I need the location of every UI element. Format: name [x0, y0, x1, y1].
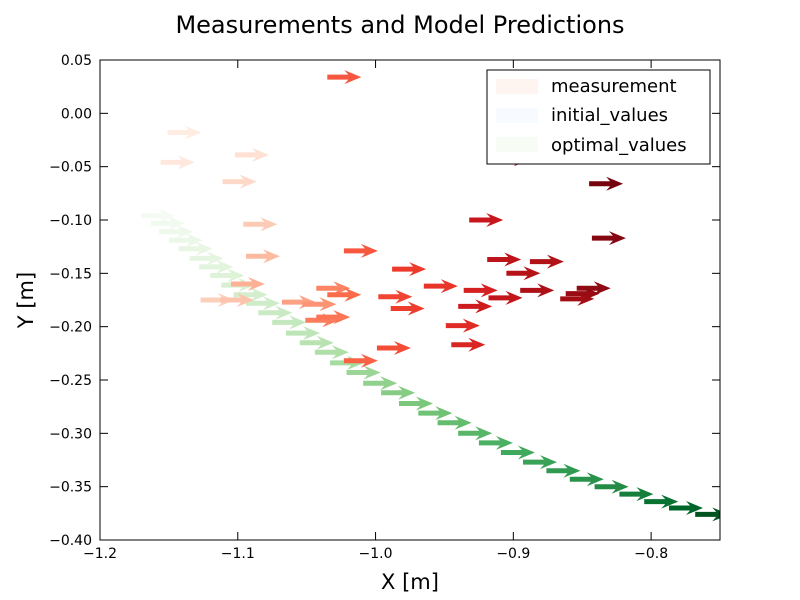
optimal-values-arrow — [199, 259, 234, 274]
legend-swatch-initial-values — [496, 108, 538, 123]
y-tick-label: −0.25 — [49, 373, 92, 389]
optimal-values-arrow — [141, 208, 176, 223]
plot-frame — [99, 59, 721, 541]
x-axis: −1.2 −1.1 −1.0 −0.9 −0.8 — [83, 60, 668, 562]
legend-swatch-optimal-values — [496, 137, 538, 152]
optimal-values-arrow — [458, 426, 493, 441]
optimal-values-arrow — [246, 296, 280, 311]
measurement-arrow — [591, 231, 626, 246]
measurement-arrow — [230, 277, 265, 291]
measurement-arrow — [302, 297, 337, 312]
measurement-arrow — [589, 176, 624, 191]
optimal-values-arrow — [546, 463, 581, 478]
x-tick-label: −1.0 — [359, 546, 393, 562]
y-tick-label: −0.35 — [49, 480, 92, 496]
optimal-values-arrow — [399, 396, 433, 411]
measurement-arrow — [469, 213, 504, 227]
x-tick-label: −0.8 — [634, 546, 668, 562]
measurement-arrow — [487, 252, 522, 267]
measurement-arrow — [378, 289, 413, 304]
measurement-arrow — [235, 147, 269, 162]
optimal-values-arrow — [272, 315, 307, 330]
measurement-arrow — [506, 266, 541, 281]
y-tick-label: −0.05 — [49, 160, 92, 176]
measurement-arrow — [219, 293, 254, 307]
measurement-arrow — [458, 299, 493, 314]
measurement-arrow — [445, 318, 480, 333]
optimal-values-arrow — [381, 385, 416, 400]
optimal-values-arrow — [437, 415, 472, 430]
measurement-arrow — [316, 281, 351, 296]
measurement-arrow — [200, 293, 235, 307]
optimal-values-arrow — [363, 376, 398, 391]
measurement-arrow — [423, 279, 458, 294]
legend-label-measurement: measurement — [551, 76, 677, 97]
measurement-arrow — [316, 310, 351, 325]
measurement-arrow — [246, 249, 280, 264]
measurement-arrow — [343, 243, 378, 258]
measurement-arrow — [392, 262, 427, 277]
optimal-values-arrow — [189, 251, 224, 266]
optimal-values-arrow — [178, 241, 213, 256]
measurement-arrow — [343, 353, 378, 368]
optimal-values-arrow — [478, 435, 513, 450]
x-tick-label: −0.9 — [496, 546, 530, 562]
optimal-values-arrow — [569, 472, 604, 487]
optimal-values-arrow — [346, 365, 381, 380]
optimal-values-arrow — [286, 326, 320, 341]
y-tick-label: −0.20 — [49, 320, 92, 336]
y-tick-label: 0.00 — [61, 106, 92, 122]
optimal-values-arrow — [695, 507, 720, 522]
measurement-arrow — [488, 290, 523, 305]
optimal-values-arrow — [210, 268, 245, 283]
optimal-values-arrow — [151, 216, 185, 231]
optimal-values-arrows — [141, 208, 720, 522]
measurement-arrow — [327, 70, 362, 85]
y-axis: 0.05 0.00 −0.05 −0.10 −0.15 −0.20 −0.25 −0.30 −0… — [49, 53, 720, 549]
y-tick-label: −0.30 — [49, 426, 92, 442]
measurement-arrow — [327, 287, 362, 302]
measurement-arrow — [463, 283, 498, 298]
measurement-arrow — [576, 281, 611, 296]
optimal-values-arrow — [159, 224, 194, 239]
optimal-values-arrow — [168, 233, 203, 248]
measurement-arrow — [520, 283, 555, 298]
measurement-arrow — [390, 301, 425, 316]
optimal-values-arrow — [500, 445, 535, 460]
x-tick-label: −1.2 — [83, 546, 117, 562]
optimal-values-arrow — [594, 479, 629, 494]
optimal-values-arrow — [233, 287, 268, 302]
optimal-values-arrow — [644, 494, 679, 509]
y-tick-label: −0.15 — [49, 266, 92, 282]
measurement-arrow — [451, 337, 486, 352]
optimal-values-arrow — [619, 487, 654, 502]
optimal-values-arrow — [418, 406, 453, 421]
legend-label-initial-values: initial_values — [551, 105, 668, 126]
optimal-values-arrow — [669, 501, 703, 515]
measurement-arrow — [222, 174, 257, 189]
legend: measurement initial_values optimal_value… — [486, 69, 711, 165]
measurement-arrow — [243, 217, 278, 232]
optimal-values-arrow — [523, 455, 557, 470]
measurement-arrow — [167, 125, 202, 140]
x-axis-label: X [m] — [381, 570, 439, 594]
measurement-arrow — [376, 341, 411, 355]
legend-swatch-measurement — [496, 79, 538, 94]
measurement-arrow — [529, 254, 564, 269]
legend-label-optimal-values: optimal_values — [551, 135, 687, 156]
y-tick-label: 0.05 — [61, 53, 92, 69]
x-tick-label: −1.1 — [221, 546, 255, 562]
y-tick-label: −0.40 — [49, 533, 92, 549]
optimal-values-arrow — [299, 335, 334, 350]
y-tick-label: −0.10 — [49, 213, 92, 229]
y-axis-label: Y [m] — [14, 272, 38, 329]
chart-title: Measurements and Model Predictions — [175, 11, 624, 39]
optimal-values-arrow — [258, 305, 293, 320]
optimal-values-arrow — [314, 345, 349, 360]
measurement-arrow — [160, 155, 195, 170]
